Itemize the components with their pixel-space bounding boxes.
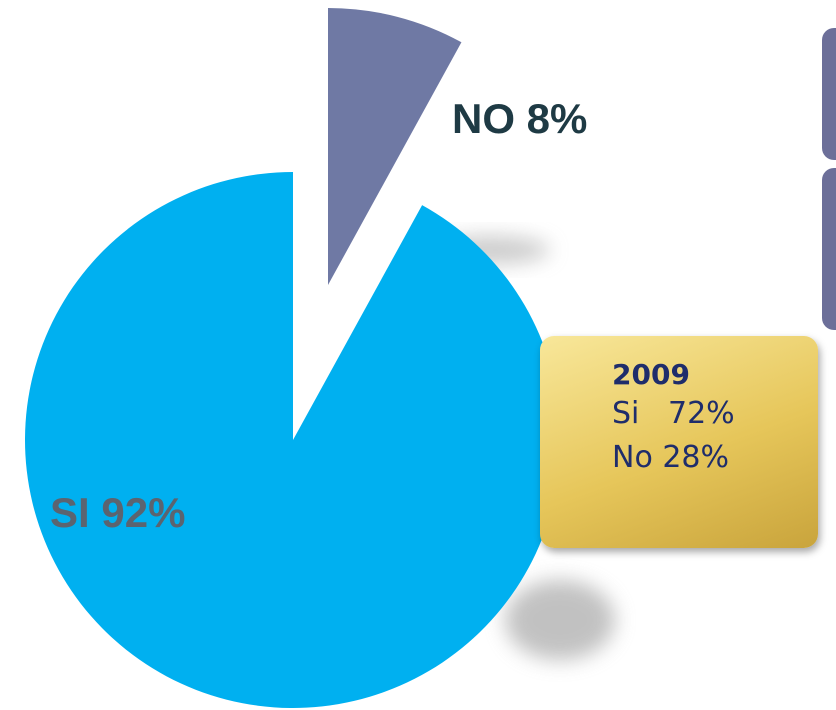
side-panel bbox=[822, 28, 836, 160]
data-label: SI 92% bbox=[50, 489, 185, 536]
side-panel bbox=[822, 168, 836, 330]
note-box: 2009 Si 72% No 28% bbox=[540, 336, 818, 548]
data-label: NO 8% bbox=[452, 95, 587, 142]
note-row: Si 72% bbox=[612, 396, 735, 431]
note-row: No 28% bbox=[612, 440, 730, 475]
note-title: 2009 bbox=[612, 358, 690, 391]
pie-slice bbox=[328, 8, 462, 285]
shadow bbox=[505, 580, 615, 660]
pie-slice bbox=[24, 172, 561, 708]
